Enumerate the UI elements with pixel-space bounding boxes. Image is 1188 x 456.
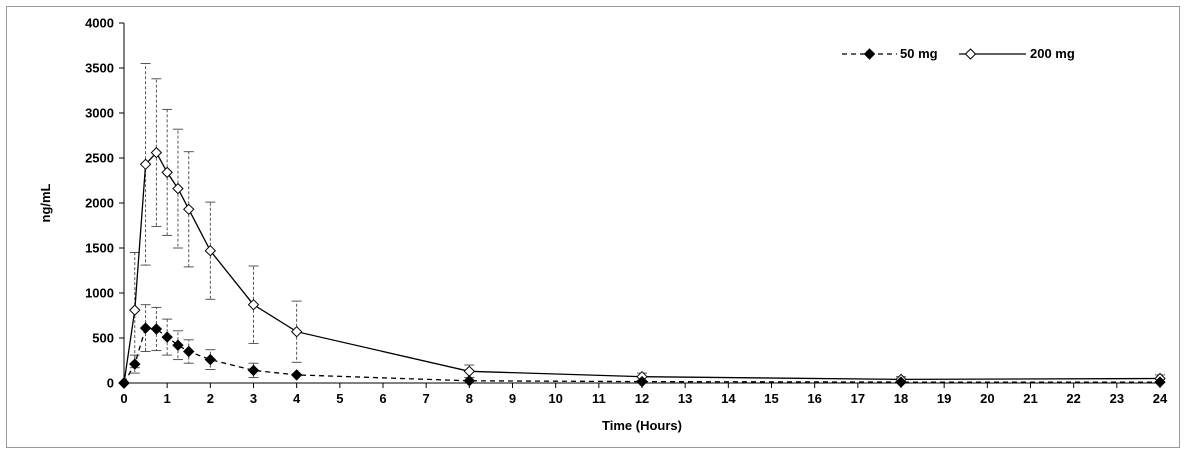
x-tick-label: 3 [250,391,257,406]
series-line-200mg [123,151,1161,384]
data-point-50mg [118,377,130,389]
legend: 50 mg 200 mg [842,46,1075,61]
data-point-50mg [204,353,217,366]
data-point-200mg [463,365,476,378]
data-point-200mg [129,304,141,316]
legend-label-200mg: 200 mg [1030,46,1075,61]
x-tick-label: 4 [293,391,301,406]
x-tick-label: 12 [635,391,649,406]
y-axis-title: ng/mL [38,183,53,222]
data-point-50mg [183,345,195,358]
y-tick-label: 1500 [85,241,114,256]
x-tick-label: 8 [466,391,473,406]
data-point-200mg [204,244,217,257]
x-tick-label: 1 [164,391,171,406]
y-tick-label: 3500 [85,61,114,76]
legend-item-50mg: 50 mg [842,46,938,61]
y-tick-label: 2000 [85,196,114,211]
x-tick-label: 21 [1023,391,1037,406]
data-point-200mg [150,146,163,159]
x-tick-label: 0 [120,391,127,406]
x-tick-label: 14 [721,391,736,406]
x-tick-label: 18 [894,391,908,406]
data-point-50mg [290,369,303,381]
axes [119,22,1161,388]
data-point-50mg [172,339,184,351]
x-tick-label: 16 [807,391,821,406]
series-50mg [118,304,1166,389]
y-tick-label: 0 [107,376,114,391]
data-point-200mg [290,325,303,338]
x-tick-label: 5 [336,391,343,406]
data-point-50mg [247,364,260,377]
data-point-50mg [150,323,163,335]
legend-marker-200mg [964,48,977,60]
x-axis-title: Time (Hours) [602,418,682,433]
x-tick-label: 11 [592,391,606,406]
x-tick-label: 15 [764,391,778,406]
x-tick-label: 24 [1153,391,1168,406]
data-point-50mg [139,322,152,334]
data-point-200mg [139,158,152,171]
legend-label-50mg: 50 mg [900,46,938,61]
x-tick-label: 9 [509,391,516,406]
data-point-200mg [161,166,173,179]
legend-marker-50mg [863,48,876,60]
series-200mg [118,63,1166,389]
data-point-200mg [247,298,260,311]
x-tick-label: 23 [1110,391,1124,406]
data-point-50mg [636,375,648,388]
x-tick-label: 22 [1066,391,1080,406]
series-line-50mg [123,327,1160,384]
x-tick-label: 2 [207,391,214,406]
y-tick-label: 3000 [85,106,114,121]
x-tick-label: 20 [980,391,994,406]
y-tick-label: 2500 [85,151,114,166]
x-tick-label: 13 [678,391,692,406]
legend-item-200mg: 200 mg [959,46,1075,61]
chart-frame [6,6,1180,448]
x-tick-label: 7 [423,391,430,406]
data-point-200mg [183,203,195,216]
x-tick-label: 19 [937,391,951,406]
data-point-50mg [1154,376,1166,388]
y-tick-label: 4000 [85,16,114,31]
data-point-50mg [463,375,476,387]
x-tick-label: 10 [548,391,562,406]
tick-labels: 0 1 2 3 4 5 6 7 8 9 10 11 12 13 14 15 16 17 18 19 20 21 22 23 24… [85,16,1168,407]
data-point-50mg [895,376,907,388]
data-point-200mg [172,182,184,195]
x-tick-label: 6 [379,391,386,406]
x-tick-label: 17 [851,391,865,406]
y-tick-label: 1000 [85,286,114,301]
data-point-50mg [161,331,173,343]
y-tick-label: 500 [92,331,114,346]
data-point-50mg [129,358,141,370]
series-layer [118,63,1166,389]
